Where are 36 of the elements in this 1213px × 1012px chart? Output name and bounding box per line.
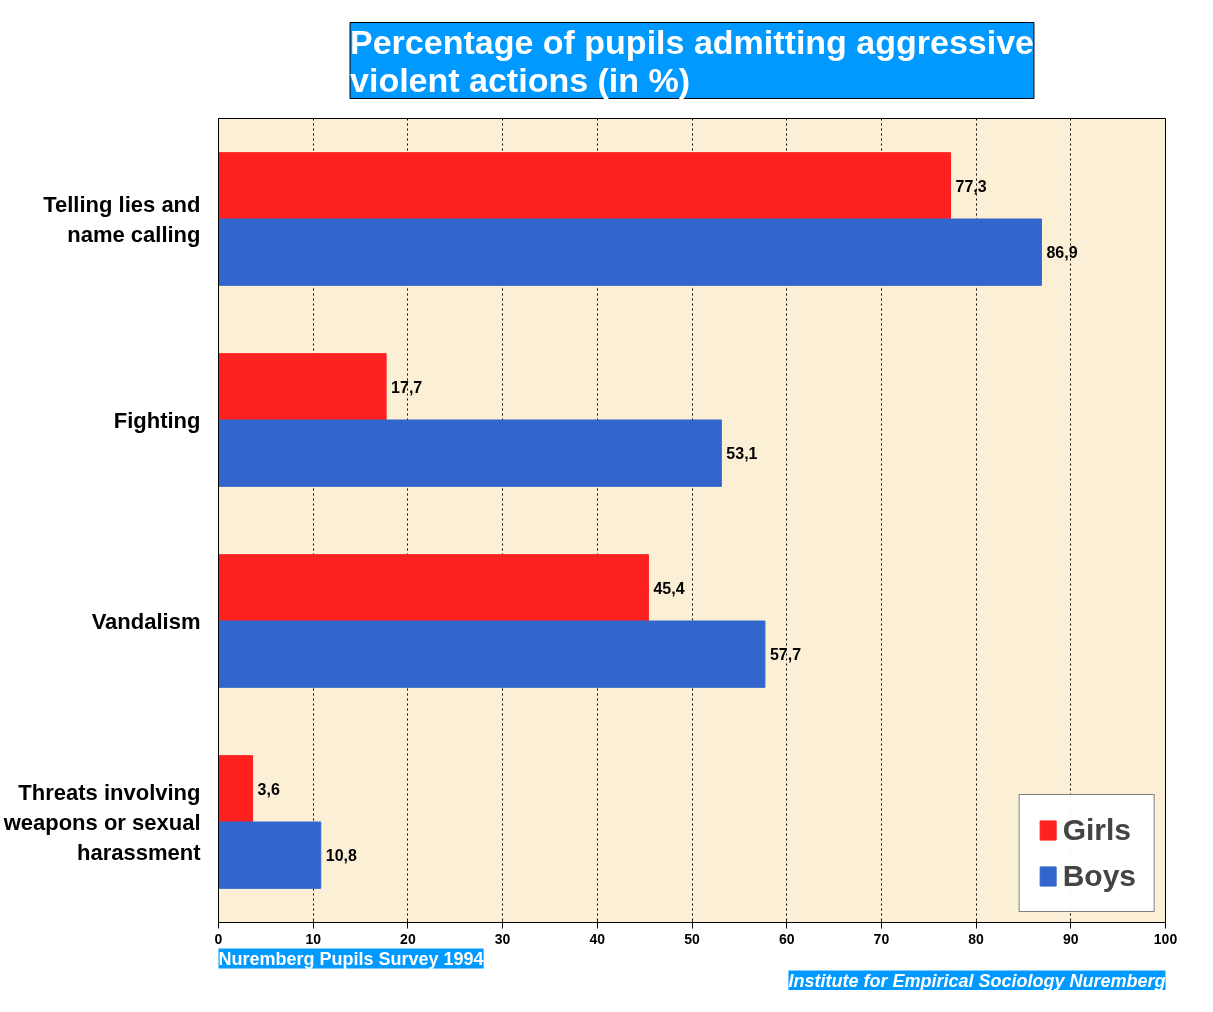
x-tick-label: 80 xyxy=(968,930,985,947)
data-label: 10,8 xyxy=(325,847,358,865)
chart-title: Percentage of pupils admitting aggressive violent actions (in %) xyxy=(350,22,1034,99)
data-label: 45,4 xyxy=(653,579,685,597)
text: Nuremberg Pupils Survey 1994 xyxy=(218,948,484,969)
bar xyxy=(218,218,1042,286)
data-label: 77,3 xyxy=(955,177,987,195)
bar xyxy=(218,620,766,688)
data-label: 86,9 xyxy=(1046,244,1078,262)
x-tick-label: 60 xyxy=(778,930,795,947)
x-tick-label: 70 xyxy=(873,930,890,947)
x-tick-label: 0 xyxy=(214,930,223,947)
y-tick-label: Threats involving weapons or sexual harassment xyxy=(2,779,202,865)
y-tick-label: Telling lies and name calling xyxy=(43,191,201,247)
x-tick-label: 40 xyxy=(589,930,606,947)
x-tick-label: 20 xyxy=(400,930,416,947)
data-label: 57,7 xyxy=(769,646,802,664)
data-label: 17,7 xyxy=(391,378,423,396)
legend-label: Boys xyxy=(1062,859,1136,893)
x-tick-label: 10 xyxy=(305,930,322,947)
bar xyxy=(218,821,322,889)
x-tick-label: 50 xyxy=(684,930,700,947)
x-tick-label: 90 xyxy=(1063,930,1079,947)
x-tick-label: 100 xyxy=(1153,930,1178,947)
bar xyxy=(218,152,952,220)
bar xyxy=(218,755,254,823)
y-tick-label: Vandalism xyxy=(91,608,201,634)
y-tick-label: Fighting xyxy=(113,407,201,433)
bar xyxy=(218,419,722,487)
data-label: 53,1 xyxy=(726,445,758,463)
x-tick-label: 30 xyxy=(494,930,511,947)
data-label: 3,6 xyxy=(257,780,280,798)
bar xyxy=(218,353,387,421)
text: Institute for Empirical Sociology Nuremberg xyxy=(788,970,1166,991)
bar xyxy=(218,554,649,622)
legend-label: Girls xyxy=(1062,813,1132,847)
